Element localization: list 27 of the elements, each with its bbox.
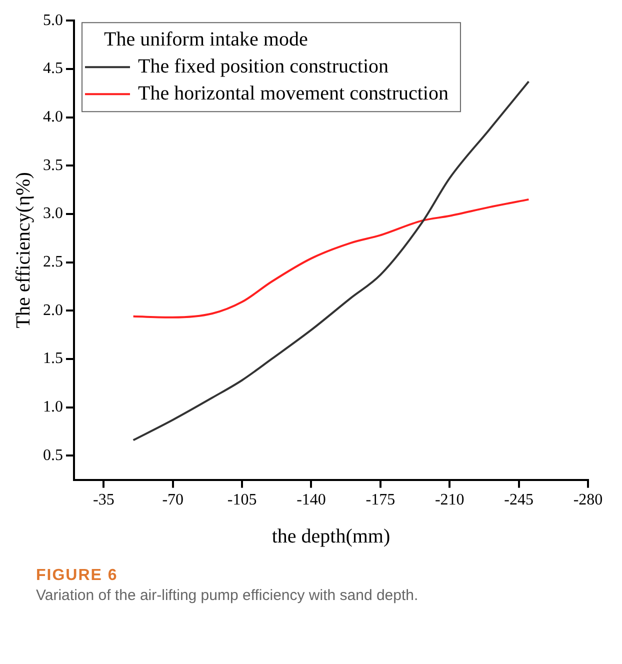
y-tick-label: 2.5 xyxy=(43,253,63,270)
x-tick-label: -280 xyxy=(573,492,603,509)
y-tick-label: 4.0 xyxy=(43,108,63,126)
x-tick-label: -70 xyxy=(162,492,184,509)
y-tick-label: 0.5 xyxy=(43,446,63,464)
x-tick-label: -105 xyxy=(227,492,257,509)
y-tick-label: 1.5 xyxy=(43,350,63,368)
y-tick-label: 5.0 xyxy=(43,12,63,29)
legend-label: The horizontal movement construction xyxy=(138,82,448,104)
x-tick-label: -210 xyxy=(434,492,464,509)
y-tick-label: 3.5 xyxy=(43,156,63,174)
caption: FIGURE 6 xyxy=(36,567,119,585)
text: Variation of the air-lifting pump efficiency with sand depth. xyxy=(36,587,420,604)
x-axis-title: the depth(mm) xyxy=(272,525,390,548)
y-tick-label: 1.0 xyxy=(43,398,63,416)
legend-label: The fixed position construction xyxy=(138,55,389,78)
x-tick-label: -140 xyxy=(296,492,326,509)
x-tick-label: -35 xyxy=(92,492,114,509)
x-tick-label: -175 xyxy=(366,492,396,509)
y-axis-title: The efficiency(η%) xyxy=(12,172,34,328)
line-series xyxy=(132,198,530,318)
y-tick-label: 2.0 xyxy=(43,302,63,319)
line-series xyxy=(132,80,530,442)
legend-title: The uniform intake mode xyxy=(104,28,308,50)
y-tick-label: 3.0 xyxy=(43,205,63,222)
y-tick-label: 4.5 xyxy=(43,60,63,78)
x-tick-label: -245 xyxy=(504,492,534,509)
